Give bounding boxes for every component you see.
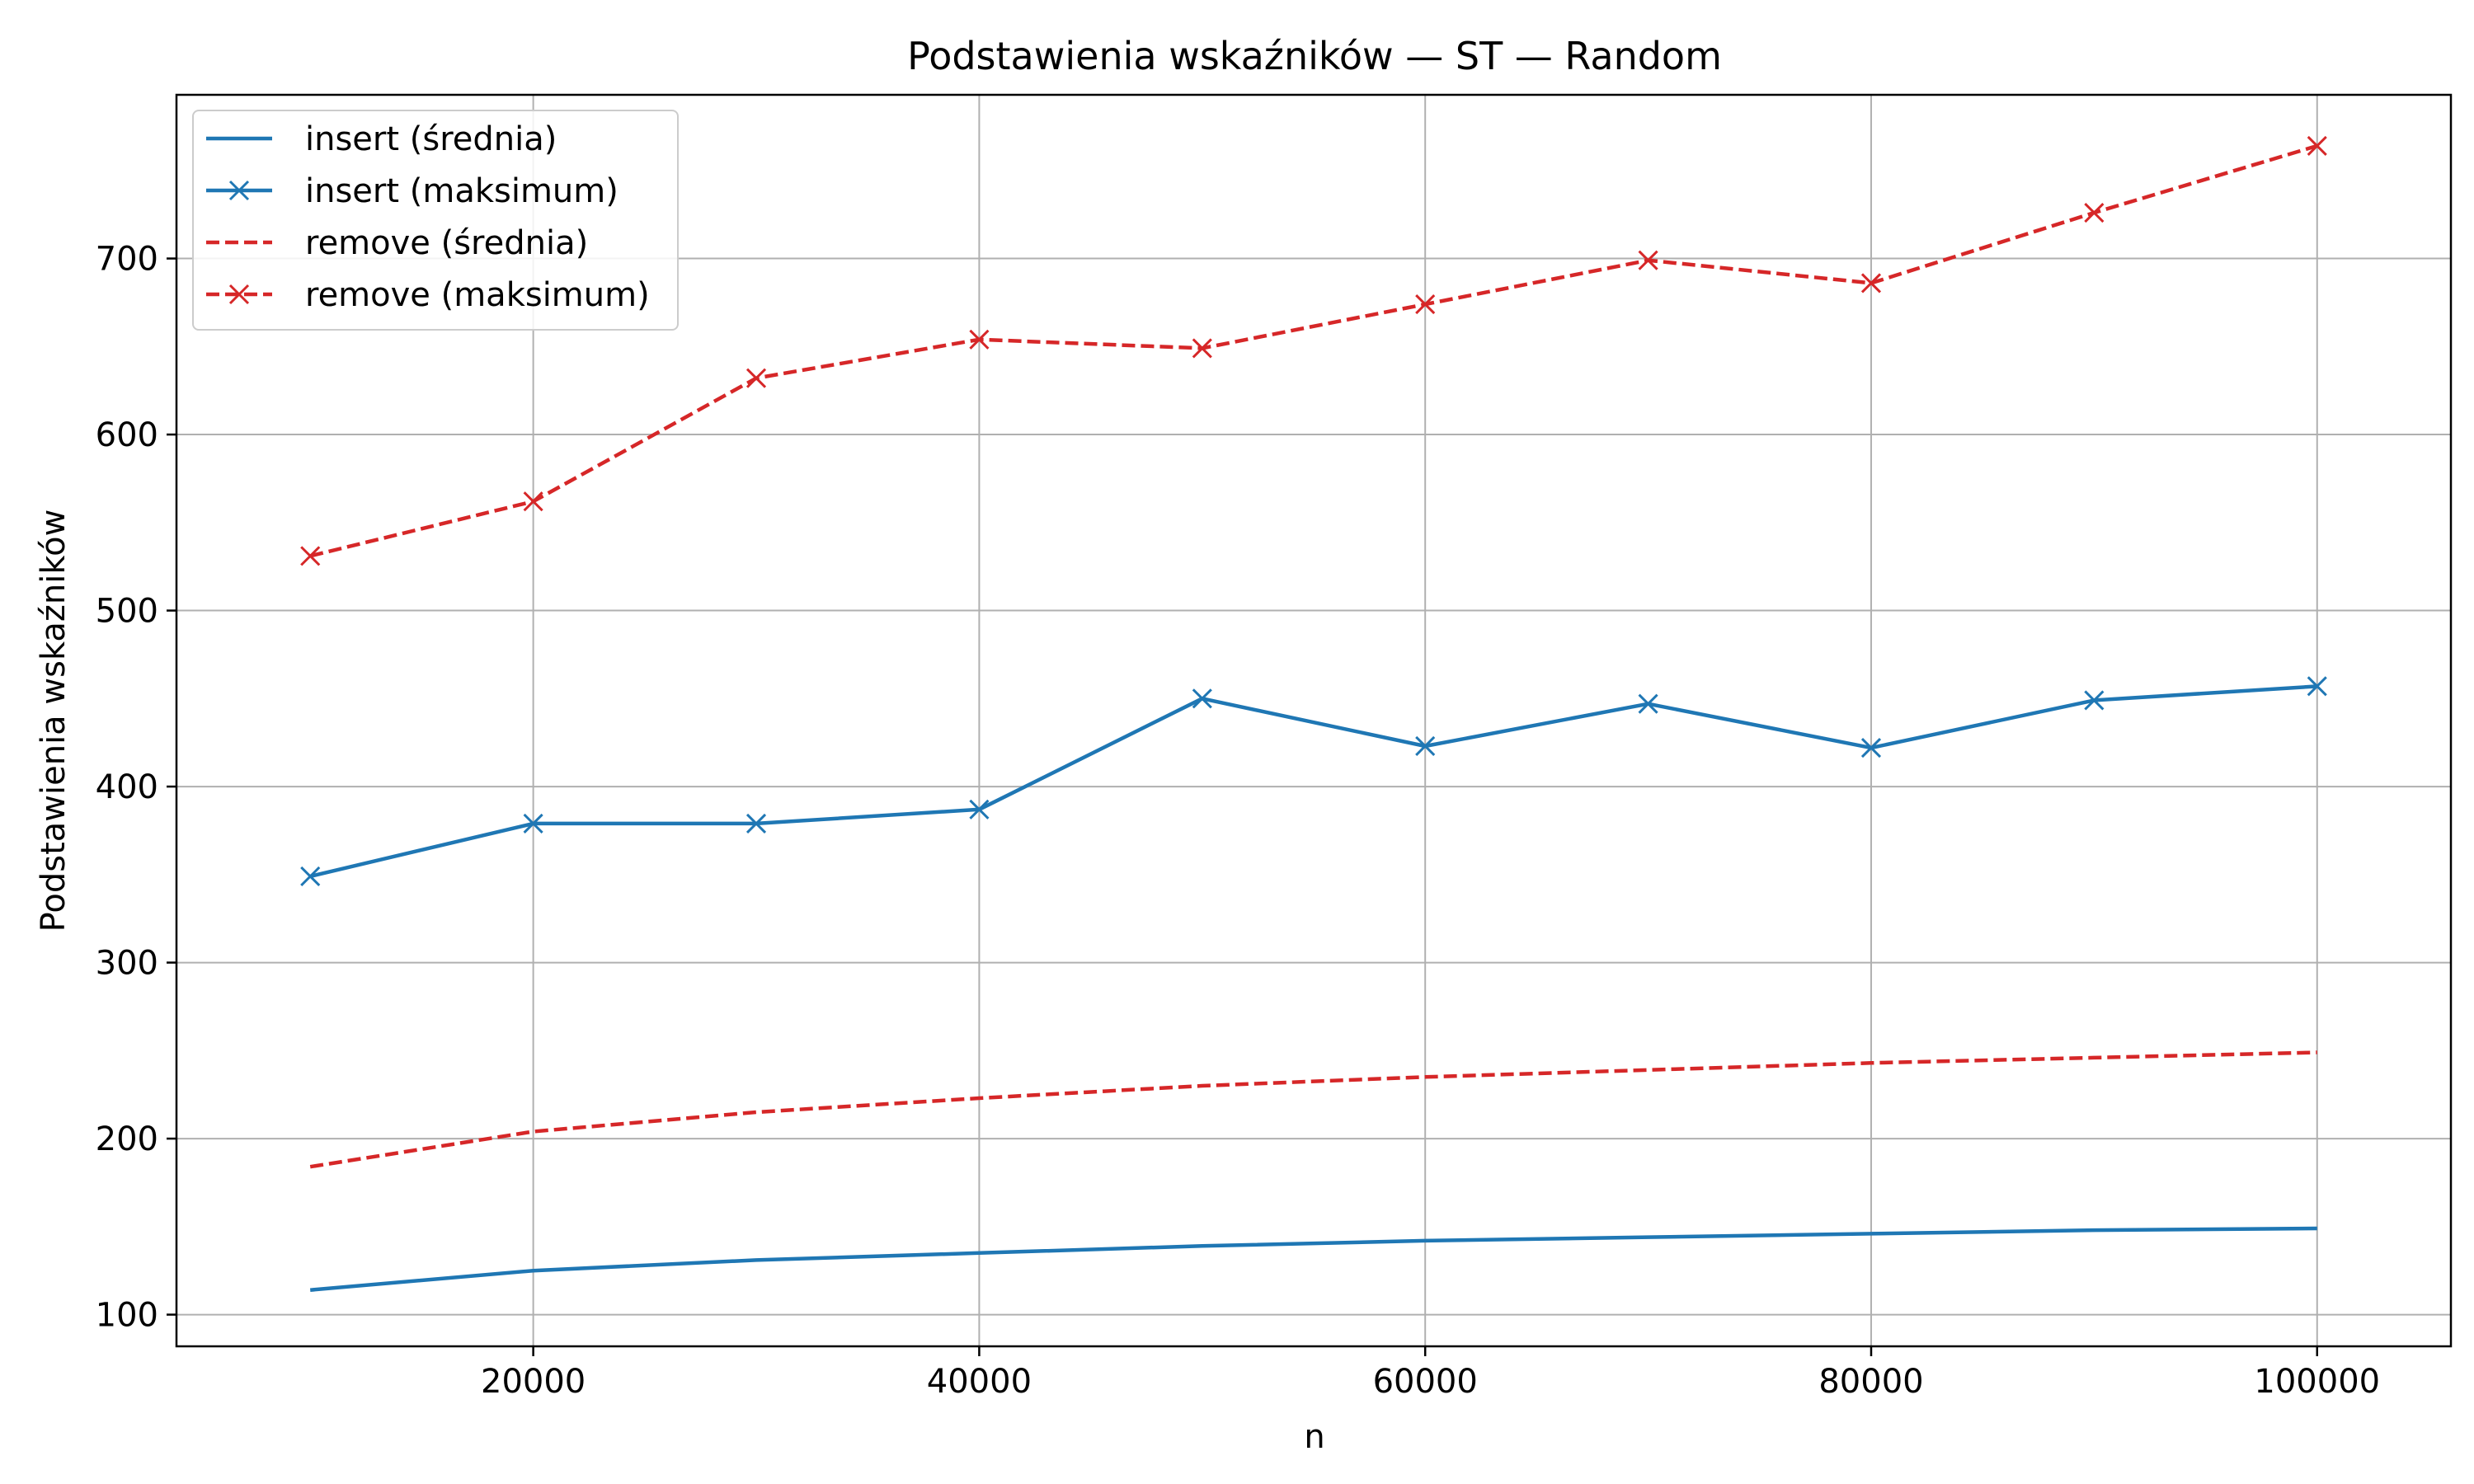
series-3 (300, 135, 2327, 566)
legend-item: insert (maksimum) (206, 172, 618, 210)
data-point (1638, 693, 1658, 714)
chart-title: Podstawienia wskaźników — ST — Random (907, 34, 1722, 78)
x-tick-label: 80000 (1818, 1363, 1923, 1401)
series-layer (300, 135, 2327, 1292)
series-0 (310, 1226, 2317, 1292)
data-point (1415, 294, 1436, 315)
data-point (1860, 738, 1882, 758)
legend-label: remove (średnia) (305, 224, 588, 262)
y-axis-label: Podstawienia wskaźników (35, 510, 73, 932)
data-point (523, 813, 543, 834)
data-point (300, 546, 321, 566)
legend-item: insert (średnia) (206, 120, 557, 158)
legend-item: remove (średnia) (206, 224, 588, 262)
data-point (300, 866, 321, 887)
data-point (1192, 688, 1212, 709)
x-tick-label: 40000 (927, 1363, 1032, 1401)
x-tick-label: 60000 (1373, 1363, 1478, 1401)
legend-marker (228, 284, 250, 305)
y-tick-label: 700 (96, 241, 158, 279)
data-point (2307, 676, 2327, 697)
legend-box (192, 110, 679, 331)
series-line (310, 1226, 2317, 1292)
series-2 (309, 1050, 2317, 1169)
y-tick-label: 200 (96, 1120, 158, 1158)
legend: insert (średnia) insert (maksimum) remove … (192, 110, 679, 331)
data-point (1192, 338, 1212, 359)
series-line (309, 1050, 2317, 1169)
x-tick-label: 20000 (481, 1363, 586, 1401)
series-line (309, 143, 2318, 558)
data-point (1415, 735, 1436, 757)
legend-item: remove (maksimum) (206, 276, 650, 314)
x-tick-label: 100000 (2254, 1363, 2380, 1401)
data-point (1638, 250, 1658, 270)
legend-label: insert (maksimum) (305, 172, 618, 210)
series-line (309, 684, 2317, 879)
y-tick-label: 500 (96, 593, 158, 631)
data-point (2084, 202, 2105, 223)
legend-marker (228, 180, 250, 201)
data-point (2307, 135, 2327, 156)
data-point (1860, 273, 1882, 294)
data-point (745, 368, 767, 388)
x-axis: 20000 40000 60000 80000 100000 (481, 1346, 2380, 1401)
y-tick-label: 600 (96, 416, 158, 454)
y-tick-label: 300 (96, 945, 158, 983)
legend-label: insert (średnia) (305, 120, 557, 158)
data-point (969, 329, 990, 350)
y-tick-label: 400 (96, 768, 158, 806)
data-point (2084, 690, 2105, 711)
series-1 (300, 676, 2327, 887)
y-tick-label: 100 (96, 1297, 158, 1335)
data-point (969, 799, 990, 819)
x-axis-label: n (1304, 1418, 1324, 1456)
legend-label: remove (maksimum) (305, 276, 650, 314)
data-point (745, 813, 767, 834)
y-axis: 100 200 300 400 500 600 700 (96, 241, 176, 1335)
plot-frame (175, 93, 2453, 1348)
data-point (523, 491, 543, 512)
